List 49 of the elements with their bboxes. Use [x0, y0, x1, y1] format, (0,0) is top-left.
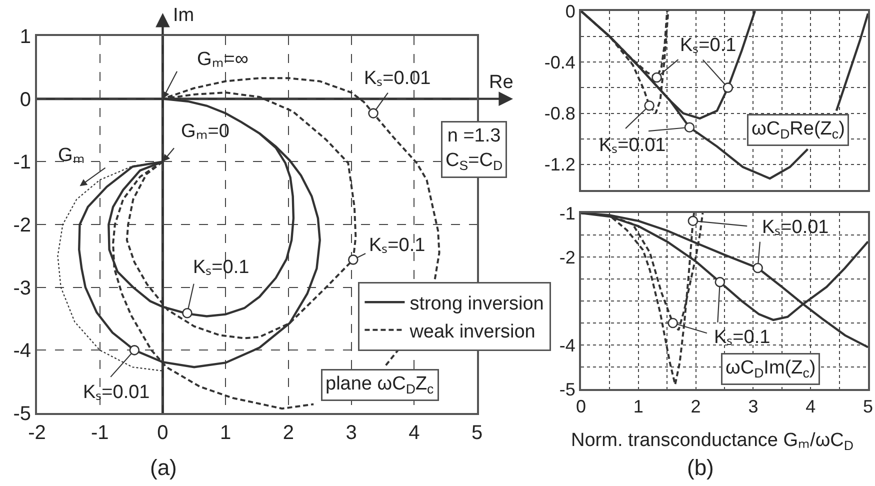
annotation: ωC$_{D}$Re(Z$_{c}$) — [752, 118, 845, 142]
annotation: Gₘ — [58, 145, 85, 166]
annotation: Kₛ=0.01 — [599, 135, 666, 156]
y-tick-label: -1.2 — [544, 154, 576, 175]
y-tick-label: -1 — [13, 152, 31, 174]
x-tick-label: 3 — [748, 396, 758, 417]
annotation: ωC$_{D}$Im(Z$_{c}$) — [726, 358, 816, 380]
annotation: Kₛ=0.1 — [193, 257, 250, 278]
annotation: Kₛ=0.1 — [369, 235, 426, 256]
y-tick-label: 1 — [20, 26, 31, 48]
x-tick-label: 4 — [806, 396, 816, 417]
y-tick-label: -5 — [559, 379, 576, 400]
annotation: Kₛ=0.1 — [714, 327, 770, 348]
x-tick-label: 5 — [862, 396, 874, 417]
y-tick-label: -3 — [13, 277, 31, 300]
x-axis-title: Norm. transconductance Gₘ/ωC$_{D}$ — [571, 430, 854, 453]
y-tick-label: -4 — [559, 335, 576, 356]
y-tick-label: -1 — [559, 203, 576, 224]
x-tick-label: 1 — [220, 422, 232, 444]
x-tick-label: 2 — [282, 422, 294, 444]
x-tick-label: 1 — [633, 396, 644, 417]
x-tick-label: 0 — [157, 422, 168, 444]
annotation: Kₛ=0.01 — [364, 68, 431, 89]
ref-line-label: Re — [489, 72, 514, 93]
x-tick-label: 4 — [408, 422, 420, 444]
x-tick-label: 3 — [346, 422, 357, 444]
text: (a) — [150, 455, 177, 480]
y-tick-label: -4 — [13, 340, 31, 362]
y-tick-label: 0 — [20, 88, 31, 111]
x-tick-label: -1 — [90, 422, 109, 444]
legend-label: strong inversion — [410, 294, 544, 315]
ref-line-label: Im — [173, 5, 194, 26]
annotation: Gₘ=∞ — [197, 49, 248, 70]
y-tick-label: 0 — [565, 1, 576, 22]
annotation: Kₛ=0.1 — [680, 35, 736, 56]
annotation: Kₛ=0.01 — [83, 382, 150, 403]
y-tick-label: -0.8 — [544, 104, 576, 124]
x-tick-label: 5 — [471, 422, 483, 444]
text: (b) — [687, 455, 714, 480]
x-tick-label: 2 — [690, 396, 701, 417]
annotation: Kₛ=0.01 — [762, 217, 829, 238]
y-tick-label: -5 — [13, 403, 31, 425]
legend-label: weak inversion — [408, 321, 536, 342]
y-tick-label: -0.4 — [544, 52, 576, 72]
annotation: Gₘ=0 — [181, 121, 230, 142]
y-tick-label: -2 — [13, 214, 31, 236]
annotation: n =1.3 C$_{S}$=C$_{D}$ — [446, 126, 503, 174]
annotation: plane ωC$_{D}$Z$_{c}$ — [326, 374, 434, 396]
y-tick-label: -2 — [559, 247, 576, 268]
